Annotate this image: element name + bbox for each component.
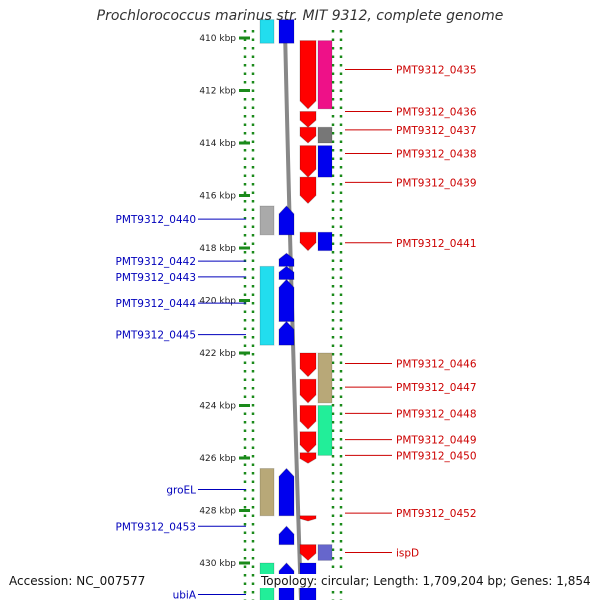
gene-arrow-reverse[interactable] bbox=[299, 176, 317, 205]
gene-arrow-reverse[interactable] bbox=[299, 405, 317, 430]
kbp-tick-label: 420 kbp bbox=[199, 297, 236, 307]
kbp-tick-label: 418 kbp bbox=[199, 244, 236, 254]
gene-arrow-reverse[interactable] bbox=[299, 231, 317, 252]
kbp-tick-label: 428 kbp bbox=[199, 507, 236, 517]
gene-arrow-reverse[interactable] bbox=[299, 378, 317, 404]
gene-label-left[interactable]: PMT9312_0444 bbox=[116, 298, 197, 310]
gene-label-right[interactable]: PMT9312_0437 bbox=[396, 125, 477, 137]
gene-label-left[interactable]: PMT9312_0440 bbox=[116, 214, 197, 226]
gene-label-left[interactable]: PMT9312_0445 bbox=[116, 330, 197, 342]
gene-label-left[interactable]: PMT9312_0443 bbox=[116, 272, 197, 284]
gene-feature-box[interactable] bbox=[259, 19, 275, 44]
gene-feature-box[interactable] bbox=[259, 265, 275, 346]
gene-feature-box[interactable] bbox=[259, 468, 275, 517]
gene-label-left[interactable]: PMT9312_0453 bbox=[116, 521, 197, 533]
kbp-tick-label: 422 kbp bbox=[199, 349, 236, 359]
gene-label-left[interactable]: groEL bbox=[166, 485, 196, 497]
gene-label-right[interactable]: PMT9312_0438 bbox=[396, 149, 477, 161]
gene-arrow-reverse[interactable] bbox=[299, 515, 317, 522]
kbp-tick-label: 430 kbp bbox=[199, 559, 236, 569]
gene-label-left[interactable]: ubiA bbox=[173, 590, 197, 600]
kbp-tick-label: 414 kbp bbox=[199, 139, 236, 149]
gene-label-right[interactable]: PMT9312_0449 bbox=[396, 435, 477, 447]
gene-feature-box[interactable] bbox=[317, 145, 333, 178]
kbp-tick-label: 410 kbp bbox=[199, 34, 236, 44]
kbp-tick-label: 412 kbp bbox=[199, 87, 236, 97]
accession-text: Accession: NC_007577 bbox=[6, 574, 149, 588]
gene-arrow-reverse[interactable] bbox=[299, 111, 317, 128]
gene-arrow-forward[interactable] bbox=[278, 320, 295, 346]
gene-arrow-reverse[interactable] bbox=[299, 40, 317, 110]
gene-label-left[interactable]: PMT9312_0442 bbox=[116, 256, 197, 268]
gene-arrow-forward[interactable] bbox=[278, 467, 295, 517]
gene-label-right[interactable]: PMT9312_0447 bbox=[396, 382, 477, 394]
gene-feature-box[interactable] bbox=[317, 405, 333, 456]
gene-label-right[interactable]: PMT9312_0450 bbox=[396, 450, 477, 462]
gene-arrow-reverse[interactable] bbox=[299, 452, 317, 464]
gene-feature-box[interactable] bbox=[317, 40, 333, 110]
gene-label-right[interactable]: PMT9312_0439 bbox=[396, 177, 477, 189]
genome-title: Prochlorococcus marinus str. MIT 9312, c… bbox=[96, 8, 504, 24]
gene-feature-box[interactable] bbox=[278, 19, 295, 44]
gene-arrow-reverse[interactable] bbox=[299, 352, 317, 378]
gene-feature-box[interactable] bbox=[317, 126, 333, 144]
gene-feature-box[interactable] bbox=[317, 544, 333, 561]
gene-label-right[interactable]: PMT9312_0436 bbox=[396, 107, 477, 119]
gene-label-right[interactable]: ispD bbox=[396, 548, 419, 560]
gene-label-right[interactable]: PMT9312_0435 bbox=[396, 65, 477, 77]
gene-feature-box[interactable] bbox=[259, 205, 275, 236]
kbp-tick-label: 424 kbp bbox=[199, 402, 236, 412]
gene-arrow-reverse[interactable] bbox=[299, 145, 317, 178]
gene-label-right[interactable]: PMT9312_0441 bbox=[396, 238, 477, 250]
gene-arrow-forward[interactable] bbox=[278, 278, 295, 322]
gene-feature-box[interactable] bbox=[317, 352, 333, 404]
gene-label-right[interactable]: PMT9312_0448 bbox=[396, 408, 477, 420]
gene-arrow-forward[interactable] bbox=[278, 525, 295, 546]
gene-arrow-reverse[interactable] bbox=[299, 431, 317, 454]
kbp-tick-label: 426 kbp bbox=[199, 454, 236, 464]
gene-arrow-forward[interactable] bbox=[278, 205, 295, 236]
gene-arrow-reverse[interactable] bbox=[299, 544, 317, 562]
kbp-tick-label: 416 kbp bbox=[199, 192, 236, 202]
gene-arrow-reverse[interactable] bbox=[299, 126, 317, 144]
gene-label-right[interactable]: PMT9312_0452 bbox=[396, 508, 477, 520]
gene-label-right[interactable]: PMT9312_0446 bbox=[396, 359, 477, 371]
gene-feature-box[interactable] bbox=[317, 231, 333, 252]
topology-summary: Topology: circular; Length: 1,709,204 bp… bbox=[258, 574, 594, 588]
